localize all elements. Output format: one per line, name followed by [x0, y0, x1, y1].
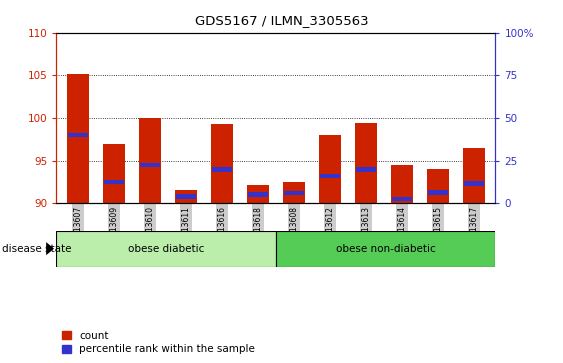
Text: GDS5167 / ILMN_3305563: GDS5167 / ILMN_3305563: [195, 15, 368, 28]
Bar: [320, 174, 340, 178]
Bar: [319, 135, 341, 203]
Text: obese non-diabetic: obese non-diabetic: [336, 244, 436, 254]
Bar: [104, 180, 124, 184]
Bar: [427, 190, 448, 195]
Bar: [103, 143, 124, 203]
Bar: [248, 192, 268, 197]
Bar: [355, 123, 377, 203]
Bar: [247, 184, 269, 203]
Bar: [276, 231, 495, 267]
Bar: [139, 118, 160, 203]
Bar: [427, 169, 449, 203]
Bar: [392, 197, 412, 201]
Bar: [463, 148, 485, 203]
Legend: count, percentile rank within the sample: count, percentile rank within the sample: [61, 331, 255, 354]
Bar: [211, 124, 233, 203]
Bar: [67, 74, 89, 203]
Text: disease state: disease state: [2, 244, 71, 254]
Bar: [463, 181, 484, 186]
Text: obese diabetic: obese diabetic: [128, 244, 204, 254]
Bar: [140, 163, 160, 167]
Bar: [356, 167, 376, 171]
Bar: [212, 167, 232, 171]
Bar: [283, 182, 305, 203]
Bar: [176, 194, 196, 199]
Bar: [68, 133, 88, 137]
Bar: [175, 191, 196, 203]
Bar: [56, 231, 276, 267]
Bar: [391, 165, 413, 203]
Bar: [284, 191, 304, 195]
